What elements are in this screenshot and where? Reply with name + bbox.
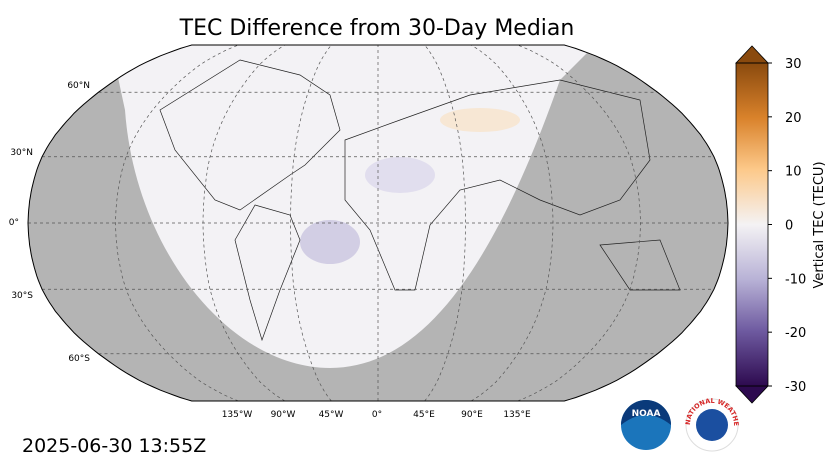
latitude-labels: 60°N 30°N 0° 30°S 60°S: [9, 81, 91, 364]
graticule-line: [424, 45, 466, 401]
colorbar-fill: [736, 63, 768, 386]
timestamp: 2025-06-30 13:55Z: [22, 435, 206, 457]
anomaly: [300, 220, 360, 264]
lon-label: 0°: [372, 410, 382, 420]
lat-label: 60°S: [68, 354, 90, 364]
noaa-text: NOAA: [632, 409, 661, 419]
longitude-labels: 135°W 90°W 45°W 0° 45°E 90°E 135°E: [222, 410, 531, 420]
colorbar-tick-label: 0: [785, 219, 793, 234]
lat-label: 30°S: [11, 291, 33, 301]
lat-label: 30°N: [10, 148, 33, 158]
lon-label: 135°W: [222, 410, 253, 420]
colorbar-tick-label: 30: [785, 57, 802, 72]
anomaly: [365, 157, 435, 193]
graticule-line: [470, 45, 554, 401]
graticule-line: [517, 45, 641, 401]
noaa-logo: NOAA: [621, 400, 671, 450]
colorbar-tick-label: 10: [785, 165, 802, 180]
colorbar-tick-label: 20: [785, 111, 802, 126]
title: TEC Difference from 30-Day Median: [179, 16, 575, 41]
colorbar-tick-label: -30: [785, 380, 806, 395]
graticule-line: [202, 45, 286, 401]
graticule-line: [115, 45, 239, 401]
colorbar: Vertical TEC (TECU) 30 20 10 0 -10 -20 -30: [735, 45, 827, 404]
lon-label: 45°E: [413, 410, 435, 420]
colorbar-label: Vertical TEC (TECU): [812, 161, 827, 288]
lon-label: 90°E: [461, 410, 483, 420]
colorbar-extend: [735, 385, 769, 404]
noaa-top: [621, 400, 671, 425]
lon-label: 45°W: [319, 410, 344, 420]
lon-label: 135°E: [503, 410, 531, 420]
lat-label: 60°N: [67, 81, 90, 91]
colorbar-extend: [735, 45, 769, 64]
colorbar-tick-label: -10: [785, 272, 806, 287]
coastlines: [159, 59, 681, 342]
lat-label: 0°: [9, 218, 19, 228]
colorbar-tick-label: -20: [785, 326, 806, 341]
nws-inner: [696, 409, 728, 441]
map-outline: [27, 44, 729, 402]
graticule-line: [290, 45, 332, 401]
anomaly: [440, 108, 520, 132]
lon-label: 90°W: [271, 410, 296, 420]
